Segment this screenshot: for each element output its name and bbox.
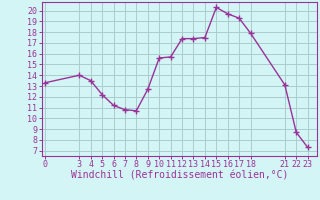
X-axis label: Windchill (Refroidissement éolien,°C): Windchill (Refroidissement éolien,°C) <box>70 171 288 181</box>
